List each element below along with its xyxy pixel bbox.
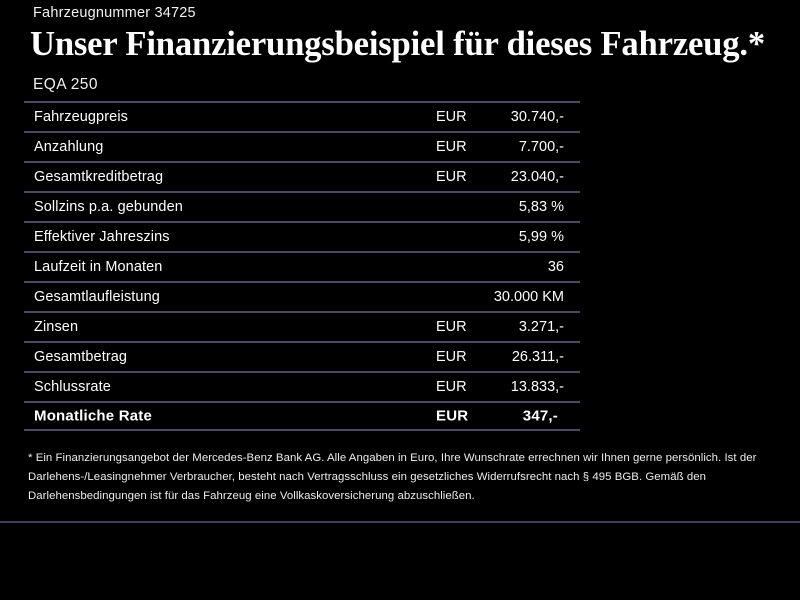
row-value: 7.700,- <box>518 139 564 155</box>
page-title: Unser Finanzierungsbeispiel für dieses F… <box>30 24 765 63</box>
row-value: 36 <box>547 259 564 275</box>
footer: MedeleSchäfer Menschen bewegen. Autohaus… <box>0 523 800 600</box>
row-label: Zinsen <box>34 319 79 335</box>
table-row: Schlussrate EUR 13.833,- <box>24 371 580 401</box>
row-value: 13.833,- <box>510 379 564 395</box>
row-currency: EUR <box>436 379 467 395</box>
row-currency: EUR <box>436 169 467 185</box>
table-row: Zinsen EUR 3.271,- <box>24 311 580 341</box>
row-label: Schlussrate <box>34 379 111 395</box>
row-value: 30.740,- <box>510 109 564 125</box>
table-row: Monatliche Rate EUR 347,- <box>24 401 580 431</box>
row-value: 347,- <box>522 407 558 425</box>
row-value: 26.311,- <box>511 349 564 365</box>
table-row: Laufzeit in Monaten 36 <box>24 251 580 281</box>
vehicle-number: Fahrzeugnummer 34725 <box>33 5 196 21</box>
row-label: Laufzeit in Monaten <box>34 259 163 275</box>
table-row: Effektiver Jahreszins 5,99 % <box>24 221 580 251</box>
row-label: Gesamtlaufleistung <box>34 289 160 305</box>
footnote-text: * Ein Finanzierungsangebot der Mercedes-… <box>28 452 757 502</box>
table-row: Fahrzeugpreis EUR 30.740,- <box>24 101 580 131</box>
row-label: Gesamtbetrag <box>34 349 128 365</box>
row-label: Fahrzeugpreis <box>34 109 128 125</box>
row-value: 5,83 % <box>518 199 564 215</box>
row-label: Monatliche Rate <box>34 407 153 425</box>
table-row: Sollzins p.a. gebunden 5,83 % <box>24 191 580 221</box>
row-label: Effektiver Jahreszins <box>34 229 170 245</box>
vehicle-model: EQA 250 <box>33 76 98 93</box>
row-label: Anzahlung <box>34 139 104 155</box>
row-currency: EUR <box>436 109 467 125</box>
table-row: Gesamtlaufleistung 30.000 KM <box>24 281 580 311</box>
table-row: Gesamtkreditbetrag EUR 23.040,- <box>24 161 580 191</box>
row-label: Sollzins p.a. gebunden <box>34 199 183 215</box>
row-currency: EUR <box>436 349 467 365</box>
table-row: Anzahlung EUR 7.700,- <box>24 131 580 161</box>
row-currency: EUR <box>436 139 467 155</box>
row-value: 30.000 KM <box>493 289 564 305</box>
footer-divider <box>0 521 800 523</box>
row-value: 3.271,- <box>518 319 564 335</box>
row-value: 5,99 % <box>518 229 564 245</box>
row-currency: EUR <box>436 407 469 425</box>
financing-table: Fahrzeugpreis EUR 30.740,- Anzahlung EUR 7.70… <box>24 101 580 431</box>
table-row: Gesamtbetrag EUR 26.311,- <box>24 341 580 371</box>
row-label: Gesamtkreditbetrag <box>34 169 164 185</box>
row-currency: EUR <box>436 319 467 335</box>
row-value: 23.040,- <box>510 169 564 185</box>
